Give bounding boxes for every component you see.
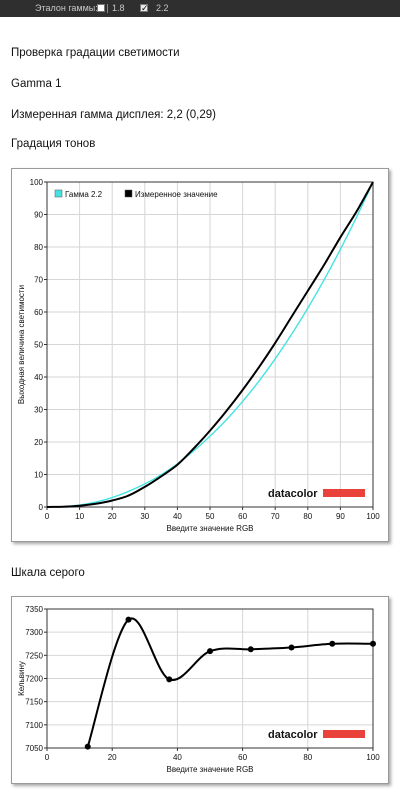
datacolor-logo-bar [323,489,365,497]
x-tick-label: 100 [366,512,380,521]
data-point [288,644,295,651]
gamma-18-label: 1.8 [112,3,125,13]
y-tick-label: 50 [34,341,43,350]
x-tick-label: 70 [271,512,280,521]
x-tick-label: 20 [108,512,117,521]
divider [107,4,108,13]
x-tick-label: 90 [336,512,345,521]
x-tick-label: 20 [108,753,117,762]
series-line-2 [46,181,374,508]
grayscale-chart: 0 20 40 60 80 100 7050 7100 7150 7200 7250 7300 7350… [11,596,389,784]
x-tick-label: 60 [238,753,247,762]
data-point [370,640,376,647]
y-tick-label: 90 [34,211,43,220]
y-tick-label: 20 [34,438,43,447]
x-axis-label: Введите значение RGB [166,524,253,533]
x-tick-label: 80 [303,512,312,521]
x-tick-label: 40 [173,512,182,521]
x-tick-label: 0 [45,753,50,762]
data-point [247,646,254,653]
gamma-22-checkbox[interactable] [140,0,149,17]
data-point [329,640,336,647]
plot-area [46,608,374,749]
y-axis-label: Выходная величина светимости [17,285,26,404]
tone-gradation-svg: 0 10 20 30 40 50 60 70 80 90 100 0 10 20 30 40 50 60 70 80 9… [17,178,380,533]
y-axis-label: Кельвину [17,661,26,696]
y-tick-label: 7100 [25,721,43,730]
measured-gamma-text: Измеренная гамма дисплея: 2,2 (0,29) [11,109,216,121]
x-tick-label: 30 [140,512,149,521]
y-tick-label: 60 [34,308,43,317]
grayscale-title: Шкала серого [11,567,85,579]
y-tick-label: 70 [34,276,43,285]
x-tick-label: 40 [173,753,182,762]
y-tick-label: 7050 [25,744,43,753]
x-axis-label: Введите значение RGB [166,765,253,774]
y-tick-label: 0 [39,503,44,512]
datacolor-logo: datacolor [268,729,318,741]
data-point [207,648,213,655]
x-tick-label: 0 [45,512,50,521]
y-tick-label: 7250 [25,651,43,660]
y-tick-label: 30 [34,406,43,415]
gamma-18-checkbox[interactable] [97,4,105,12]
x-tick-label: 100 [366,753,380,762]
gamma-reference-toolbar: Эталон гаммы: 1.8 2.2 [0,0,400,17]
data-point [166,676,173,683]
x-tick-label: 10 [75,512,84,521]
tone-gradation-title: Градация тонов [11,138,96,150]
legend-swatch-1 [54,189,63,198]
x-tick-label: 50 [206,512,215,521]
y-tick-label: 40 [34,373,43,382]
grayscale-svg: 0 20 40 60 80 100 7050 7100 7150 7200 7250 7300 7350… [17,605,380,774]
x-tick-label: 60 [238,512,247,521]
y-tick-label: 100 [30,178,44,187]
data-point [125,616,132,623]
legend-swatch-2 [124,189,133,198]
gamma-name: Gamma 1 [11,78,62,90]
y-tick-label: 7200 [25,675,43,684]
series-line-1 [86,617,374,747]
legend-label-2: Измеренное значение [135,190,218,199]
datacolor-logo: datacolor [268,488,318,500]
y-tick-label: 7300 [25,628,43,637]
gamma-22-label: 2.2 [156,3,169,13]
data-point [84,743,91,750]
tone-gradation-chart: 0 10 20 30 40 50 60 70 80 90 100 0 10 20 30 40 50 60 70 80 9… [11,168,389,542]
y-tick-label: 7350 [25,605,43,614]
y-tick-label: 10 [34,471,43,480]
plot-area [46,181,374,508]
series-line-1 [46,181,374,508]
x-tick-label: 80 [303,753,312,762]
legend-label-1: Гамма 2.2 [65,190,103,199]
datacolor-logo-bar [323,730,365,738]
y-tick-label: 80 [34,243,43,252]
section-title: Проверка градации светимости [11,47,180,59]
gamma-reference-label: Эталон гаммы: [35,3,98,13]
y-tick-label: 7150 [25,698,43,707]
